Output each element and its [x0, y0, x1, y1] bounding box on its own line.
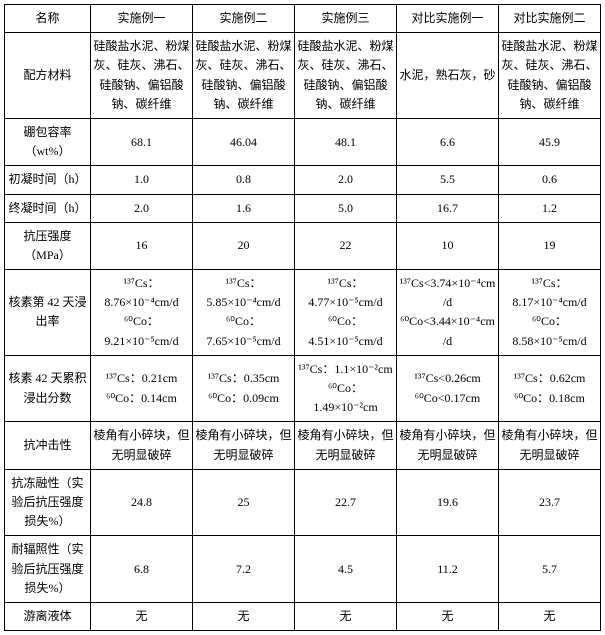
data-cell: 6.6 [397, 118, 499, 165]
data-table: 名称 实施例一 实施例二 实施例三 对比实施例一 对比实施例二 配方材料硅酸盐水… [4, 4, 601, 631]
data-cell: 1.2 [499, 194, 601, 222]
data-cell: 46.04 [193, 118, 295, 165]
table-row: 核素第 42 天浸出率¹³⁷Cs：8.76×10⁻⁴cm/d ⁶⁰Co：9.21… [5, 270, 601, 356]
data-cell: 16.7 [397, 194, 499, 222]
data-cell: 20 [193, 222, 295, 269]
data-cell: 23.7 [499, 469, 601, 536]
data-cell: 11.2 [397, 536, 499, 603]
data-cell: 无 [295, 602, 397, 630]
data-cell: 25 [193, 469, 295, 536]
data-cell: 棱角有小碎块，但无明显破碎 [91, 422, 193, 469]
data-cell: 5.5 [397, 166, 499, 194]
header-cell: 实施例三 [295, 5, 397, 33]
data-cell: 硅酸盐水泥、粉煤灰、硅灰、沸石、硅酸钠、偏铝酸钠、碳纤维 [295, 33, 397, 119]
data-cell: 棱角有小碎块，但无明显破碎 [295, 422, 397, 469]
header-cell: 对比实施例一 [397, 5, 499, 33]
data-cell: 2.0 [91, 194, 193, 222]
data-cell: ¹³⁷Cs：0.62cm ⁶⁰Co：0.18cm [499, 355, 601, 422]
row-label: 游离液体 [5, 602, 91, 630]
data-cell: 硅酸盐水泥、粉煤灰、硅灰、沸石、硅酸钠、偏铝酸钠、碳纤维 [193, 33, 295, 119]
table-row: 游离液体无无无无无 [5, 602, 601, 630]
data-cell: 1.6 [193, 194, 295, 222]
header-row: 名称 实施例一 实施例二 实施例三 对比实施例一 对比实施例二 [5, 5, 601, 33]
row-label: 抗冲击性 [5, 422, 91, 469]
table-row: 抗冲击性棱角有小碎块，但无明显破碎棱角有小碎块，但无明显破碎棱角有小碎块，但无明… [5, 422, 601, 469]
data-cell: 24.8 [91, 469, 193, 536]
data-cell: 0.6 [499, 166, 601, 194]
row-label: 配方材料 [5, 33, 91, 119]
data-cell: 无 [397, 602, 499, 630]
data-cell: ¹³⁷Cs：0.35cm ⁶⁰Co：0.09cm [193, 355, 295, 422]
table-row: 抗冻融性（实验后抗压强度损失%）24.82522.719.623.7 [5, 469, 601, 536]
row-label: 耐辐照性（实验后抗压强度损失%） [5, 536, 91, 603]
header-cell: 名称 [5, 5, 91, 33]
data-cell: 68.1 [91, 118, 193, 165]
row-label: 终凝时间（h） [5, 194, 91, 222]
data-cell: 水泥，熟石灰，砂 [397, 33, 499, 119]
table-row: 配方材料硅酸盐水泥、粉煤灰、硅灰、沸石、硅酸钠、偏铝酸钠、碳纤维硅酸盐水泥、粉煤… [5, 33, 601, 119]
table-body: 配方材料硅酸盐水泥、粉煤灰、硅灰、沸石、硅酸钠、偏铝酸钠、碳纤维硅酸盐水泥、粉煤… [5, 33, 601, 631]
data-cell: 棱角有小碎块，但无明显破碎 [499, 422, 601, 469]
data-cell: 无 [193, 602, 295, 630]
row-label: 硼包容率（wt%） [5, 118, 91, 165]
table-row: 耐辐照性（实验后抗压强度损失%）6.87.24.511.25.7 [5, 536, 601, 603]
data-cell: ¹³⁷Cs：0.21cm ⁶⁰Co：0.14cm [91, 355, 193, 422]
data-cell: ¹³⁷Cs：5.85×10⁻⁴cm/d ⁶⁰Co：7.65×10⁻⁵cm/d [193, 270, 295, 356]
header-cell: 实施例二 [193, 5, 295, 33]
data-cell: 16 [91, 222, 193, 269]
data-cell: 无 [499, 602, 601, 630]
data-cell: 硅酸盐水泥、粉煤灰、硅灰、沸石、硅酸钠、偏铝酸钠、碳纤维 [499, 33, 601, 119]
header-cell: 对比实施例二 [499, 5, 601, 33]
data-cell: 棱角有小碎块，但无明显破碎 [397, 422, 499, 469]
data-cell: 5.0 [295, 194, 397, 222]
data-cell: 19 [499, 222, 601, 269]
data-cell: 硅酸盐水泥、粉煤灰、硅灰、沸石、硅酸钠、偏铝酸钠、碳纤维 [91, 33, 193, 119]
table-row: 初凝时间（h）1.00.82.05.50.6 [5, 166, 601, 194]
data-cell: 无 [91, 602, 193, 630]
data-cell: ¹³⁷Cs：4.77×10⁻⁵cm/d ⁶⁰Co：4.51×10⁻⁵cm/d [295, 270, 397, 356]
data-cell: 1.0 [91, 166, 193, 194]
table-row: 终凝时间（h）2.01.65.016.71.2 [5, 194, 601, 222]
row-label: 初凝时间（h） [5, 166, 91, 194]
data-cell: 0.8 [193, 166, 295, 194]
data-cell: 22 [295, 222, 397, 269]
data-cell: 19.6 [397, 469, 499, 536]
row-label: 抗压强度（MPa） [5, 222, 91, 269]
table-row: 核素 42 天累积浸出分数¹³⁷Cs：0.21cm ⁶⁰Co：0.14cm¹³⁷… [5, 355, 601, 422]
table-row: 硼包容率（wt%）68.146.0448.16.645.9 [5, 118, 601, 165]
data-cell: ¹³⁷Cs<3.74×10⁻⁴cm/d ⁶⁰Co<3.44×10⁻⁴cm/d [397, 270, 499, 356]
row-label: 抗冻融性（实验后抗压强度损失%） [5, 469, 91, 536]
data-cell: 5.7 [499, 536, 601, 603]
table-row: 抗压强度（MPa）1620221019 [5, 222, 601, 269]
data-cell: ¹³⁷Cs：8.17×10⁻⁴cm/d ⁶⁰Co：8.58×10⁻⁵cm/d [499, 270, 601, 356]
data-cell: ¹³⁷Cs：1.1×10⁻²cm ⁶⁰Co：1.49×10⁻²cm [295, 355, 397, 422]
data-cell: ¹³⁷Cs：8.76×10⁻⁴cm/d ⁶⁰Co：9.21×10⁻⁵cm/d [91, 270, 193, 356]
data-cell: 7.2 [193, 536, 295, 603]
data-cell: ¹³⁷Cs<0.26cm ⁶⁰Co<0.17cm [397, 355, 499, 422]
data-cell: 2.0 [295, 166, 397, 194]
data-cell: 48.1 [295, 118, 397, 165]
data-cell: 4.5 [295, 536, 397, 603]
data-cell: 10 [397, 222, 499, 269]
data-cell: 6.8 [91, 536, 193, 603]
row-label: 核素第 42 天浸出率 [5, 270, 91, 356]
data-cell: 22.7 [295, 469, 397, 536]
header-cell: 实施例一 [91, 5, 193, 33]
data-cell: 45.9 [499, 118, 601, 165]
row-label: 核素 42 天累积浸出分数 [5, 355, 91, 422]
data-cell: 棱角有小碎块，但无明显破碎 [193, 422, 295, 469]
